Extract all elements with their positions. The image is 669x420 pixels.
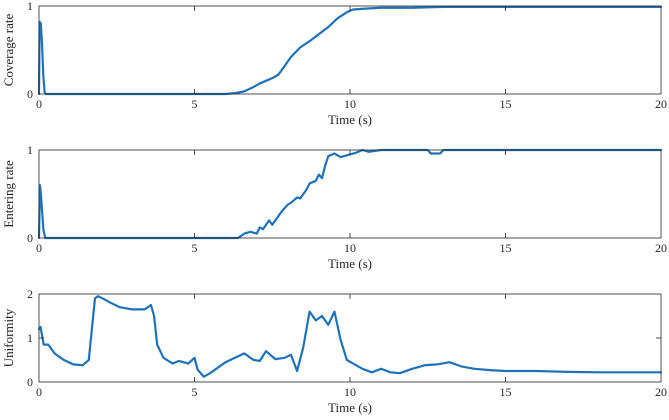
entering-rate-series-line (37, 148, 663, 240)
coverage-rate-x-tick-label: 15 (500, 97, 512, 111)
entering-rate-x-tick-label: 5 (192, 241, 198, 255)
entering-rate-y-tick-label: 1 (27, 143, 33, 157)
uniformity-x-axis-label: Time (s) (328, 400, 372, 415)
entering-rate-x-tick-label: 10 (344, 241, 356, 255)
entering-rate-x-axis-label: Time (s) (328, 256, 372, 271)
coverage-rate-y-tick-label: 1 (27, 0, 33, 13)
uniformity-x-tick-label: 0 (36, 385, 42, 399)
coverage-rate-x-tick-label: 10 (344, 97, 356, 111)
entering-rate-axes-frame (38, 149, 662, 239)
entering-rate-panel: 0 5 10 15 20 0 1 Time (s) Entering rate (1, 143, 667, 271)
entering-rate-y-tick-label: 0 (27, 231, 33, 245)
entering-rate-x-tick-label: 15 (500, 241, 512, 255)
uniformity-x-tick-label: 10 (344, 385, 356, 399)
uniformity-y-tick-label: 2 (27, 287, 33, 301)
uniformity-y-axis-label: Uniformity (1, 308, 16, 367)
uniformity-axes-frame (38, 293, 662, 383)
entering-rate-x-tick-label: 20 (655, 241, 667, 255)
uniformity-y-tick-label: 1 (27, 331, 33, 345)
uniformity-y-tick-label: 0 (27, 375, 33, 389)
entering-rate-y-axis-label: Entering rate (1, 160, 16, 228)
coverage-rate-x-tick-label: 5 (192, 97, 198, 111)
coverage-rate-x-axis-label: Time (s) (328, 112, 372, 127)
uniformity-x-tick-label: 20 (655, 385, 667, 399)
entering-rate-x-tick-label: 0 (36, 241, 42, 255)
coverage-rate-series-line (37, 5, 663, 96)
coverage-rate-x-tick-label: 0 (36, 97, 42, 111)
uniformity-series-line (37, 295, 663, 378)
uniformity-x-tick-label: 15 (500, 385, 512, 399)
coverage-rate-axes-frame (38, 5, 662, 95)
uniformity-panel: 0 5 10 15 20 0 1 2 Time (s) Uniformity (1, 287, 667, 415)
coverage-rate-y-tick-label: 0 (27, 87, 33, 101)
coverage-rate-y-axis-label: Coverage rate (1, 14, 16, 87)
coverage-rate-panel: 0 5 10 15 20 0 1 Time (s) Coverage rate (1, 0, 667, 127)
uniformity-x-tick-label: 5 (192, 385, 198, 399)
coverage-rate-x-tick-label: 20 (655, 97, 667, 111)
